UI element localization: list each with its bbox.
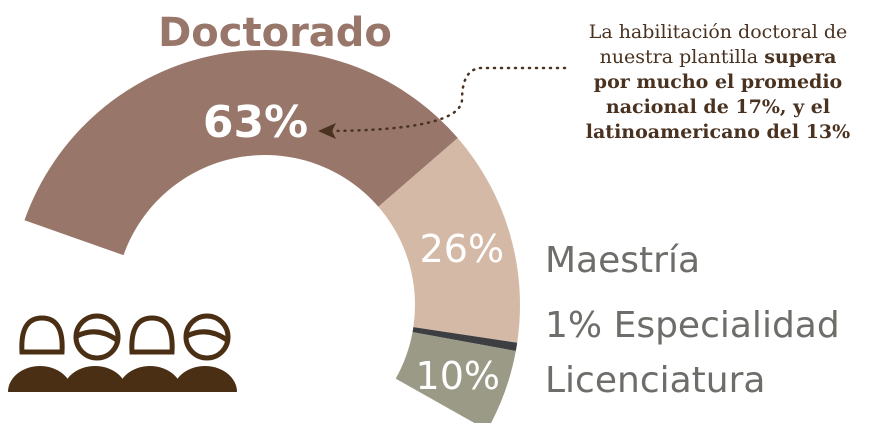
- annotation-connector: [328, 66, 567, 133]
- legend-entry: 1% Especialidad: [545, 305, 840, 346]
- annotation-bold: por mucho el promedio: [594, 71, 842, 93]
- title-category: Doctorado: [158, 10, 392, 56]
- people-icon: [8, 366, 237, 392]
- legend-category: Maestría: [545, 240, 700, 281]
- donut-segment: [412, 327, 518, 352]
- annotation-regular: nuestra plantilla: [600, 46, 759, 68]
- legend-category: Especialidad: [614, 305, 840, 346]
- annotation-bold: supera: [764, 46, 836, 68]
- legend-entry: Maestría: [545, 240, 700, 281]
- annotation-line: latinoamericano del 13%: [586, 121, 850, 143]
- legend-entry: Licenciatura: [545, 360, 765, 401]
- donut-segment: [395, 332, 516, 423]
- annotation-regular: La habilitación doctoral de: [589, 21, 848, 43]
- annotation-bold: nacional de 17%, y el: [606, 96, 830, 118]
- annotation-line: La habilitación doctoral de: [589, 21, 848, 43]
- annotation-line: por mucho el promedio: [594, 71, 842, 93]
- value-label: 26%: [420, 227, 504, 271]
- annotation-line: nuestra plantilla supera: [600, 46, 837, 68]
- annotation-bold: latinoamericano del 13%: [586, 121, 850, 143]
- annotation-line: nacional de 17%, y el: [606, 96, 830, 118]
- value-label: 10%: [416, 354, 500, 398]
- value-label: 63%: [203, 97, 308, 148]
- donut-segment: [378, 138, 520, 343]
- people-heads: [19, 313, 231, 361]
- donut: [24, 49, 520, 423]
- legend-value: 1%: [545, 305, 602, 346]
- legend-category: Licenciatura: [545, 360, 765, 401]
- donut-segment: [24, 49, 458, 256]
- arrowhead: [318, 123, 336, 139]
